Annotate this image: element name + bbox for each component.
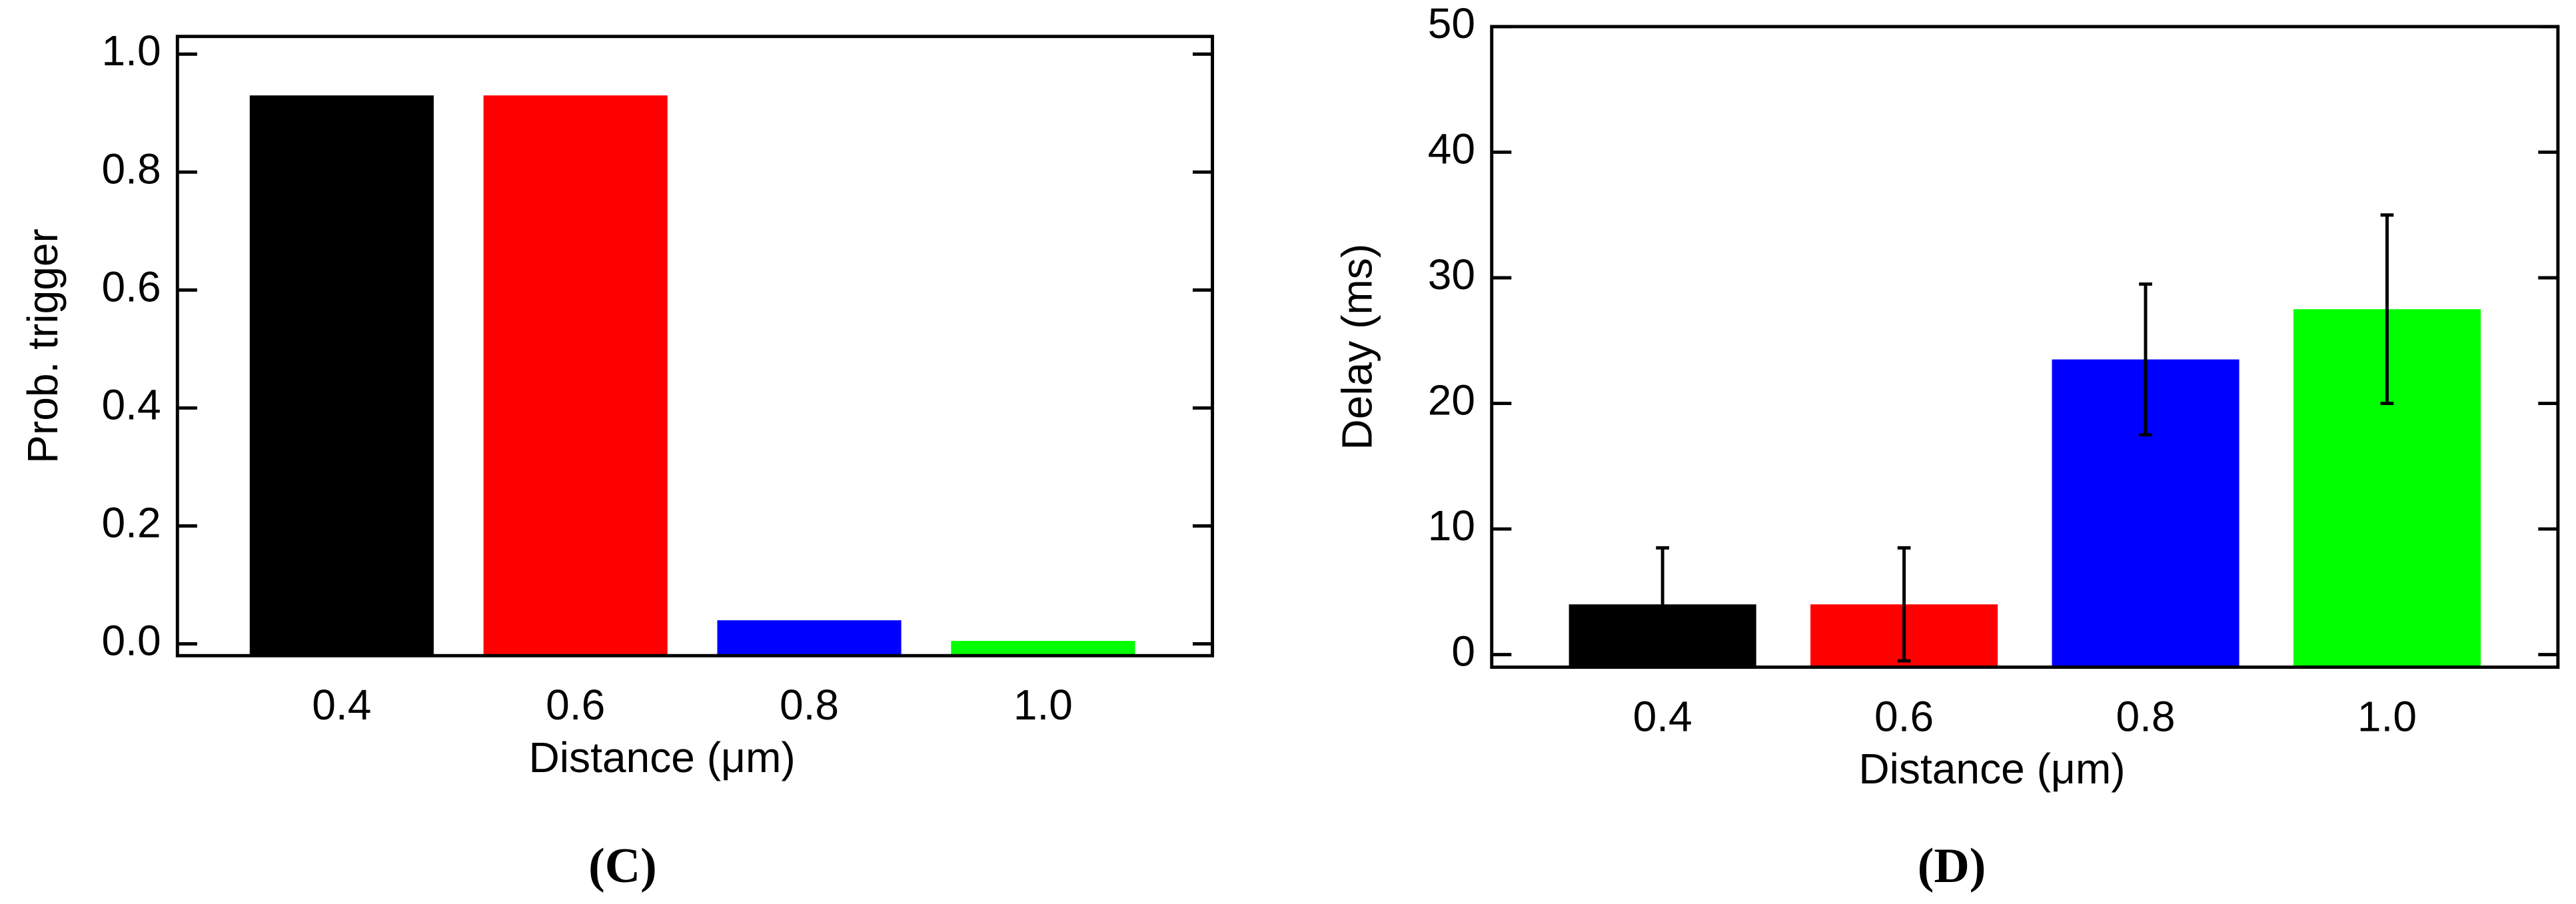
- plot-frame: [1490, 25, 2560, 669]
- bar: [951, 641, 1135, 656]
- x-axis-label: Distance (μm): [1858, 745, 2125, 793]
- y-tick-label: 40: [1428, 125, 1475, 173]
- y-tick-label: 50: [1428, 0, 1475, 47]
- x-tick-label: 0.6: [546, 681, 605, 729]
- bar: [483, 95, 668, 656]
- x-tick-label: 1.0: [1013, 681, 1073, 729]
- x-tick-label: 0.6: [1874, 692, 1934, 740]
- x-tick-label: 1.0: [2357, 692, 2417, 740]
- y-axis-label: Delay (ms): [1333, 244, 1381, 450]
- x-tick-label: 0.4: [312, 681, 371, 729]
- x-axis-label: Distance (μm): [529, 733, 796, 781]
- y-tick-label: 0.8: [102, 145, 161, 193]
- y-tick-label: 0.4: [102, 380, 161, 428]
- caption: (D): [1918, 838, 1986, 893]
- y-tick-label: 30: [1428, 250, 1475, 298]
- y-tick-label: 0: [1451, 628, 1475, 676]
- y-tick-label: 0.6: [102, 262, 161, 310]
- caption: (C): [588, 838, 657, 893]
- x-tick-label: 0.8: [2116, 692, 2175, 740]
- x-tick-label: 0.4: [1633, 692, 1692, 740]
- y-axis-label: Prob. trigger: [19, 228, 67, 464]
- x-tick-label: 0.8: [780, 681, 839, 729]
- y-tick-label: 1.0: [102, 27, 161, 75]
- bar: [717, 620, 902, 656]
- y-tick-label: 0.2: [102, 498, 161, 546]
- y-tick-label: 0.0: [102, 616, 161, 664]
- y-tick-label: 20: [1428, 376, 1475, 424]
- y-tick-label: 10: [1428, 502, 1475, 550]
- plot-frame: [175, 35, 1215, 658]
- bar: [249, 95, 434, 656]
